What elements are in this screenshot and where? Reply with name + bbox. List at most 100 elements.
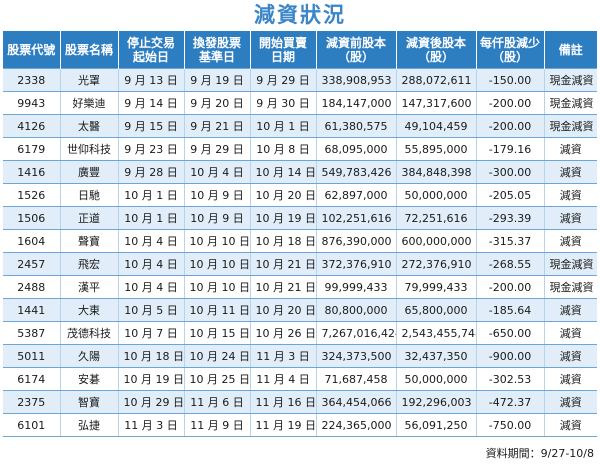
capital-after-cell: 32,437,350 bbox=[395, 344, 476, 368]
capital-after-cell: 49,104,459 bbox=[395, 114, 476, 138]
stock-name-cell: 廣豐 bbox=[59, 160, 118, 184]
reduction-per-thousand-cell: -472.37 bbox=[475, 390, 544, 414]
resume-trading-date-cell: 11 月 16 日 bbox=[249, 390, 316, 414]
page-title: 減資狀況 bbox=[254, 3, 346, 27]
capital-after-cell: 2,543,455,748 bbox=[395, 321, 476, 345]
resume-trading-date-cell: 10 月 18 日 bbox=[249, 229, 316, 253]
reduction-per-thousand-cell: -300.00 bbox=[475, 160, 544, 184]
exchange-base-date-cell: 10 月 9 日 bbox=[183, 183, 250, 207]
exchange-base-date-cell: 10 月 15 日 bbox=[183, 321, 250, 345]
table-row: 1526 日馳 10 月 1 日 10 月 9 日 10 月 20 日 62,897,00… bbox=[3, 183, 597, 207]
remarks-cell: 減資 bbox=[543, 160, 597, 184]
stock-code-cell: 2488 bbox=[3, 275, 60, 299]
capital-before-cell: 549,783,426 bbox=[315, 160, 396, 184]
exchange-base-date-cell: 10 月 25 日 bbox=[183, 367, 250, 391]
resume-trading-date-cell: 11 月 19 日 bbox=[249, 413, 316, 437]
stock-name-cell: 正道 bbox=[59, 206, 118, 230]
stock-name-cell: 飛宏 bbox=[59, 252, 118, 276]
halt-start-date-cell: 10 月 29 日 bbox=[117, 390, 184, 414]
exchange-base-date-cell: 11 月 9 日 bbox=[183, 413, 250, 437]
remarks-cell: 現金減資 bbox=[543, 252, 597, 276]
stock-code-cell: 6179 bbox=[3, 137, 60, 161]
reduction-per-thousand-cell: -179.16 bbox=[475, 137, 544, 161]
reduction-per-thousand-cell: -302.53 bbox=[475, 367, 544, 391]
halt-start-date-cell: 11 月 3 日 bbox=[117, 413, 184, 437]
stock-name-cell: 聲寶 bbox=[59, 229, 118, 253]
halt-start-date-cell: 9 月 15 日 bbox=[117, 114, 184, 138]
capital-before-cell: 184,147,000 bbox=[315, 91, 396, 115]
remarks-cell: 減資 bbox=[543, 367, 597, 391]
remarks-cell: 現金減資 bbox=[543, 114, 597, 138]
remarks-cell: 現金減資 bbox=[543, 275, 597, 299]
resume-trading-date-cell: 11 月 3 日 bbox=[249, 344, 316, 368]
header-stock-code: 股票代號 bbox=[3, 31, 60, 69]
remarks-cell: 減資 bbox=[543, 344, 597, 368]
capital-after-cell: 72,251,616 bbox=[395, 206, 476, 230]
table-row: 2375 智寶 10 月 29 日 11 月 6 日 11 月 16 日 364,454,… bbox=[3, 390, 597, 414]
stock-code-cell: 1604 bbox=[3, 229, 60, 253]
stock-code-cell: 4126 bbox=[3, 114, 60, 138]
halt-start-date-cell: 9 月 28 日 bbox=[117, 160, 184, 184]
halt-start-date-cell: 10 月 18 日 bbox=[117, 344, 184, 368]
exchange-base-date-cell: 10 月 11 日 bbox=[183, 298, 250, 322]
halt-start-date-cell: 10 月 7 日 bbox=[117, 321, 184, 345]
capital-before-cell: 338,908,953 bbox=[315, 68, 396, 92]
halt-start-date-cell: 10 月 4 日 bbox=[117, 229, 184, 253]
capital-after-cell: 65,800,000 bbox=[395, 298, 476, 322]
remarks-cell: 減資 bbox=[543, 321, 597, 345]
capital-before-cell: 372,376,910 bbox=[315, 252, 396, 276]
resume-trading-date-cell: 9 月 29 日 bbox=[249, 68, 316, 92]
table-row: 2457 飛宏 10 月 4 日 10 月 10 日 10 月 21 日 372,376,… bbox=[3, 252, 597, 276]
halt-start-date-cell: 9 月 23 日 bbox=[117, 137, 184, 161]
capital-after-cell: 79,999,433 bbox=[395, 275, 476, 299]
resume-trading-date-cell: 10 月 21 日 bbox=[249, 275, 316, 299]
stock-name-cell: 茂德科技 bbox=[59, 321, 118, 345]
exchange-base-date-cell: 9 月 29 日 bbox=[183, 137, 250, 161]
capital-before-cell: 62,897,000 bbox=[315, 183, 396, 207]
capital-after-cell: 600,000,000 bbox=[395, 229, 476, 253]
exchange-base-date-cell: 10 月 10 日 bbox=[183, 229, 250, 253]
capital-before-cell: 102,251,616 bbox=[315, 206, 396, 230]
stock-code-cell: 9943 bbox=[3, 91, 60, 115]
table-row: 5387 茂德科技 10 月 7 日 10 月 15 日 10 月 26 日 7,267,… bbox=[3, 321, 597, 345]
exchange-base-date-cell: 10 月 24 日 bbox=[183, 344, 250, 368]
capital-after-cell: 192,296,003 bbox=[395, 390, 476, 414]
resume-trading-date-cell: 10 月 21 日 bbox=[249, 252, 316, 276]
resume-trading-date-cell: 10 月 1 日 bbox=[249, 114, 316, 138]
stock-name-cell: 弘捷 bbox=[59, 413, 118, 437]
capital-reduction-table: 股票代號 股票名稱 停止交易 起始日 換發股票 基準日 開始買賣 日期 減資前股… bbox=[3, 31, 597, 437]
capital-after-cell: 288,072,611 bbox=[395, 68, 476, 92]
reduction-per-thousand-cell: -900.00 bbox=[475, 344, 544, 368]
halt-start-date-cell: 9 月 14 日 bbox=[117, 91, 184, 115]
resume-trading-date-cell: 11 月 4 日 bbox=[249, 367, 316, 391]
capital-before-cell: 61,380,575 bbox=[315, 114, 396, 138]
stock-code-cell: 5387 bbox=[3, 321, 60, 345]
stock-name-cell: 好樂迪 bbox=[59, 91, 118, 115]
exchange-base-date-cell: 9 月 20 日 bbox=[183, 91, 250, 115]
table-row: 1506 正道 10 月 1 日 10 月 9 日 10 月 19 日 102,251,6… bbox=[3, 206, 597, 230]
reduction-per-thousand-cell: -185.64 bbox=[475, 298, 544, 322]
reduction-per-thousand-cell: -200.00 bbox=[475, 114, 544, 138]
halt-start-date-cell: 9 月 13 日 bbox=[117, 68, 184, 92]
table-row: 1416 廣豐 9 月 28 日 10 月 4 日 10 月 14 日 549,783,4… bbox=[3, 160, 597, 184]
capital-after-cell: 56,091,250 bbox=[395, 413, 476, 437]
capital-before-cell: 364,454,066 bbox=[315, 390, 396, 414]
capital-after-cell: 55,895,000 bbox=[395, 137, 476, 161]
halt-start-date-cell: 10 月 4 日 bbox=[117, 252, 184, 276]
remarks-cell: 現金減資 bbox=[543, 68, 597, 92]
capital-after-cell: 147,317,600 bbox=[395, 91, 476, 115]
remarks-cell: 減資 bbox=[543, 206, 597, 230]
reduction-per-thousand-cell: -150.00 bbox=[475, 68, 544, 92]
remarks-cell: 減資 bbox=[543, 413, 597, 437]
header-resume-trading-date: 開始買賣 日期 bbox=[249, 31, 316, 69]
resume-trading-date-cell: 10 月 26 日 bbox=[249, 321, 316, 345]
stock-code-cell: 1506 bbox=[3, 206, 60, 230]
capital-before-cell: 224,365,000 bbox=[315, 413, 396, 437]
remarks-cell: 減資 bbox=[543, 390, 597, 414]
resume-trading-date-cell: 10 月 20 日 bbox=[249, 298, 316, 322]
table-row: 5011 久陽 10 月 18 日 10 月 24 日 11 月 3 日 324,373,… bbox=[3, 344, 597, 368]
halt-start-date-cell: 10 月 19 日 bbox=[117, 367, 184, 391]
table-row: 6101 弘捷 11 月 3 日 11 月 9 日 11 月 19 日 224,365,0… bbox=[3, 413, 597, 437]
